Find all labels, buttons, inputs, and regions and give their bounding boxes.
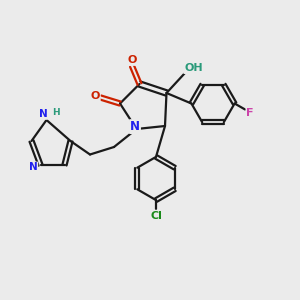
Text: N: N [28, 162, 38, 172]
Text: H: H [52, 108, 59, 117]
Text: F: F [247, 107, 254, 118]
Text: N: N [38, 109, 47, 119]
Text: OH: OH [184, 63, 203, 73]
Text: O: O [127, 55, 137, 65]
Text: Cl: Cl [150, 211, 162, 221]
Text: O: O [90, 91, 100, 101]
Text: N: N [130, 120, 140, 133]
